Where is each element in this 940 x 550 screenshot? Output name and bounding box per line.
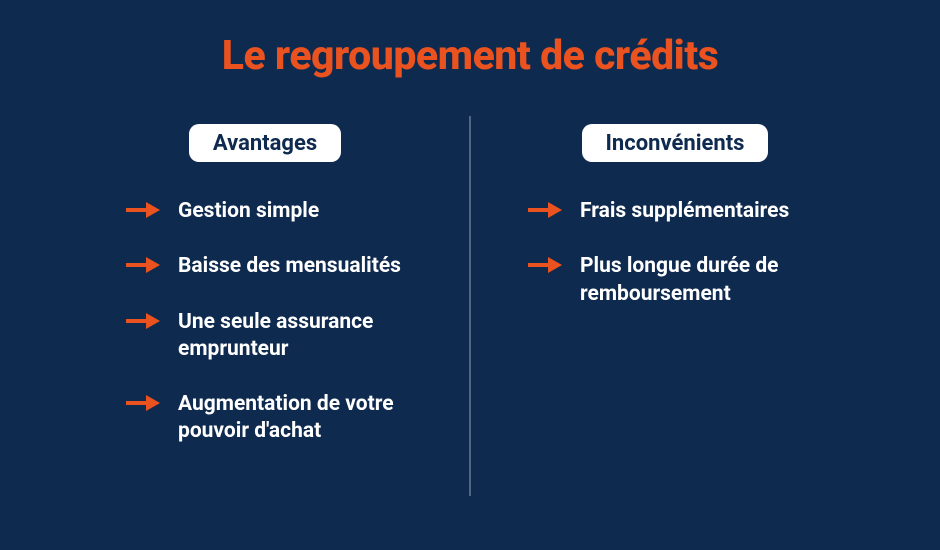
item-text: Une seule assurance emprunteur	[178, 309, 438, 364]
arrow-icon	[528, 201, 562, 219]
list-item: Une seule assurance emprunteur	[126, 309, 440, 364]
disadvantages-column: Inconvénients Frais supplémentaires Plus…	[470, 124, 850, 446]
center-divider	[470, 116, 471, 496]
advantages-column: Avantages Gestion simple Baisse des mens…	[90, 124, 470, 446]
disadvantages-header-wrap: Inconvénients	[500, 124, 850, 198]
arrow-icon	[126, 394, 160, 412]
disadvantages-header: Inconvénients	[582, 124, 769, 162]
item-text: Plus longue durée de remboursement	[580, 253, 840, 308]
page-title: Le regroupement de crédits	[0, 32, 940, 80]
list-item: Gestion simple	[126, 198, 440, 225]
advantages-list: Gestion simple Baisse des mensualités Un…	[90, 198, 440, 446]
arrow-icon	[126, 201, 160, 219]
item-text: Baisse des mensualités	[178, 253, 401, 280]
list-item: Frais supplémentaires	[528, 198, 850, 225]
infographic-canvas: Le regroupement de crédits Avantages Ges…	[0, 0, 940, 550]
list-item: Augmentation de votre pouvoir d'achat	[126, 391, 440, 446]
arrow-icon	[528, 256, 562, 274]
columns-container: Avantages Gestion simple Baisse des mens…	[0, 124, 940, 446]
item-text: Gestion simple	[178, 198, 319, 225]
advantages-header: Avantages	[189, 124, 341, 162]
arrow-icon	[126, 256, 160, 274]
arrow-icon	[126, 312, 160, 330]
list-item: Baisse des mensualités	[126, 253, 440, 280]
item-text: Augmentation de votre pouvoir d'achat	[178, 391, 438, 446]
advantages-header-wrap: Avantages	[90, 124, 440, 198]
list-item: Plus longue durée de remboursement	[528, 253, 850, 308]
item-text: Frais supplémentaires	[580, 198, 789, 225]
disadvantages-list: Frais supplémentaires Plus longue durée …	[500, 198, 850, 308]
